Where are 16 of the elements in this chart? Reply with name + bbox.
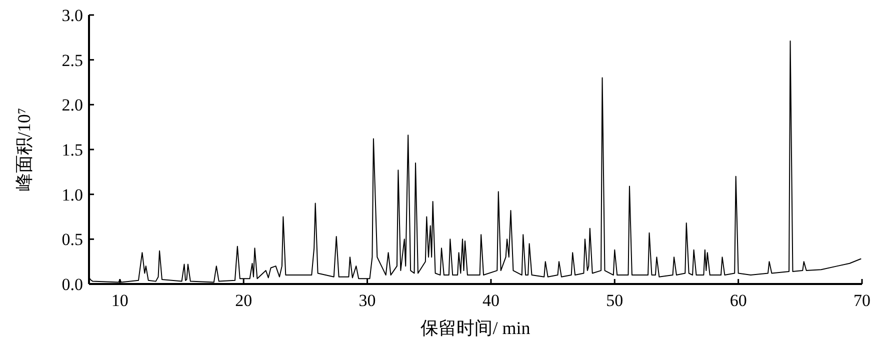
- x-tick-label: 40: [482, 291, 500, 310]
- x-tick-label: 10: [111, 291, 128, 310]
- y-tick-label: 3.0: [62, 6, 83, 25]
- y-axis-title: 峰面积/10⁷: [14, 108, 34, 192]
- y-tick-label: 1.0: [62, 185, 83, 204]
- y-tick-label: 1.5: [62, 140, 83, 160]
- y-tick-label: 0.0: [62, 275, 83, 294]
- y-tick-label: 2.0: [62, 96, 83, 115]
- x-axis-title: 保留时间/ min: [420, 318, 530, 338]
- y-tick-label: 2.5: [62, 50, 83, 70]
- x-tick-label: 60: [730, 291, 747, 310]
- x-tick-label: 30: [358, 291, 376, 310]
- x-tick-label: 50: [606, 291, 624, 310]
- y-tick-label: 0.5: [62, 230, 83, 250]
- x-tick-label: 70: [854, 291, 870, 310]
- x-tick-label: 20: [235, 291, 252, 310]
